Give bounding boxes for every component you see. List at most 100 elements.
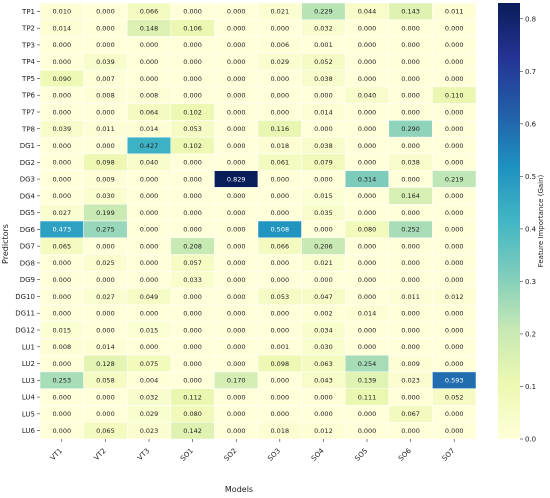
y-tick-label: TP7 [21,109,35,117]
y-tick-label: DG1 [20,142,35,150]
y-tick-label: LU4 [22,394,36,402]
cell-value-label: 0.000 [227,242,246,250]
cell-value-label: 0.000 [401,24,420,32]
cell-value-label: 0.000 [358,209,377,217]
cell-value-label: 0.015 [314,192,333,200]
cell-value-label: 0.011 [401,293,420,301]
x-tick-label: SO4 [310,447,326,463]
cell-value-label: 0.000 [96,393,115,401]
cell-value-label: 0.000 [52,427,71,435]
cell-value-label: 0.000 [401,209,420,217]
cell-value-label: 0.027 [52,209,71,217]
cell-value-label: 0.000 [445,343,464,351]
cell-value-label: 0.000 [183,310,202,318]
cell-value-label: 0.000 [183,192,202,200]
cell-value-label: 0.000 [270,310,289,318]
y-tick-label: DG3 [20,176,35,184]
cell-value-label: 0.000 [270,377,289,385]
y-tick-label: TP2 [21,25,35,33]
cell-value-label: 0.000 [358,410,377,418]
cell-value-label: 0.000 [227,293,246,301]
cell-value-label: 0.000 [358,293,377,301]
cell-value-label: 0.000 [445,410,464,418]
cell-value-label: 0.000 [270,92,289,100]
cell-value-label: 0.025 [96,259,115,267]
y-tick-label: DG8 [20,259,35,267]
cell-value-label: 0.000 [140,75,159,83]
cell-value-label: 0.000 [140,58,159,66]
cell-value-label: 0.000 [401,276,420,284]
y-tick-label: DG4 [20,192,36,200]
y-tick-label: DG11 [15,310,35,318]
cell-value-label: 0.000 [401,58,420,66]
cell-value-label: 0.254 [358,360,377,368]
cell-value-label: 0.011 [96,125,115,133]
y-tick-label: TP4 [21,58,35,66]
cell-value-label: 0.064 [140,108,159,116]
cell-value-label: 0.000 [52,259,71,267]
cell-value-label: 0.000 [445,75,464,83]
cell-value-label: 0.000 [227,58,246,66]
cell-value-label: 0.014 [52,24,71,32]
cell-value-label: 0.006 [270,41,289,49]
y-tick-label: LU3 [22,377,35,385]
cell-value-label: 0.000 [270,276,289,284]
cell-value-label: 0.000 [445,226,464,234]
y-tick-label: LU2 [22,360,35,368]
cell-value-label: 0.000 [96,410,115,418]
y-tick-label: DG2 [20,159,35,167]
cell-value-label: 0.079 [314,159,333,167]
cell-value-label: 0.000 [52,192,71,200]
cell-value-label: 0.008 [96,92,115,100]
cell-value-label: 0.314 [358,175,377,183]
cell-value-label: 0.000 [358,108,377,116]
cell-value-label: 0.000 [52,41,71,49]
cell-value-label: 0.000 [270,326,289,334]
colorbar-tick-label: 0.2 [525,330,536,338]
x-axis-label: Models [225,485,253,494]
cell-value-label: 0.000 [183,377,202,385]
cell-value-label: 0.057 [183,259,202,267]
y-tick-label: LU5 [22,410,35,418]
x-tick-label: VT3 [136,447,151,462]
cell-value-label: 0.000 [445,41,464,49]
cell-value-label: 0.040 [358,92,377,100]
cell-value-label: 0.000 [401,310,420,318]
cell-value-label: 0.000 [96,276,115,284]
cell-value-label: 0.010 [52,8,71,16]
cell-value-label: 0.030 [96,192,115,200]
cell-value-label: 0.000 [183,293,202,301]
cell-value-label: 0.000 [358,326,377,334]
cell-value-label: 0.000 [358,427,377,435]
cell-value-label: 0.000 [445,310,464,318]
cell-value-label: 0.000 [140,226,159,234]
colorbar-tick-label: 0.1 [525,383,536,391]
cell-value-label: 0.047 [314,293,333,301]
cell-value-label: 0.000 [401,326,420,334]
cell-value-label: 0.023 [401,377,420,385]
cell-value-label: 0.000 [96,8,115,16]
cell-value-label: 0.142 [183,427,202,435]
colorbar-tick-label: 0.0 [525,436,536,444]
cell-value-label: 0.000 [183,326,202,334]
cell-value-label: 0.080 [183,410,202,418]
cell-value-label: 0.000 [358,125,377,133]
cell-value-label: 0.000 [270,393,289,401]
cell-value-label: 0.000 [358,58,377,66]
cell-value-label: 0.032 [314,24,333,32]
cell-value-label: 0.000 [183,360,202,368]
cell-value-label: 0.000 [96,41,115,49]
cell-value-label: 0.000 [401,242,420,250]
cell-value-label: 0.112 [183,393,202,401]
cell-value-label: 0.000 [183,8,202,16]
cell-value-label: 0.000 [140,242,159,250]
cell-value-label: 0.253 [52,377,71,385]
cell-value-label: 0.000 [52,175,71,183]
x-tick-label: SO7 [441,447,457,463]
cell-value-labels: 0.010 0.000 0.066 0.000 0.000 0.021 0.229 0.044… [52,8,463,435]
cell-value-label: 0.061 [270,159,289,167]
cell-value-label: 0.090 [52,75,71,83]
cell-value-label: 0.000 [52,92,71,100]
cell-value-label: 0.000 [401,175,420,183]
cell-value-label: 0.000 [358,276,377,284]
